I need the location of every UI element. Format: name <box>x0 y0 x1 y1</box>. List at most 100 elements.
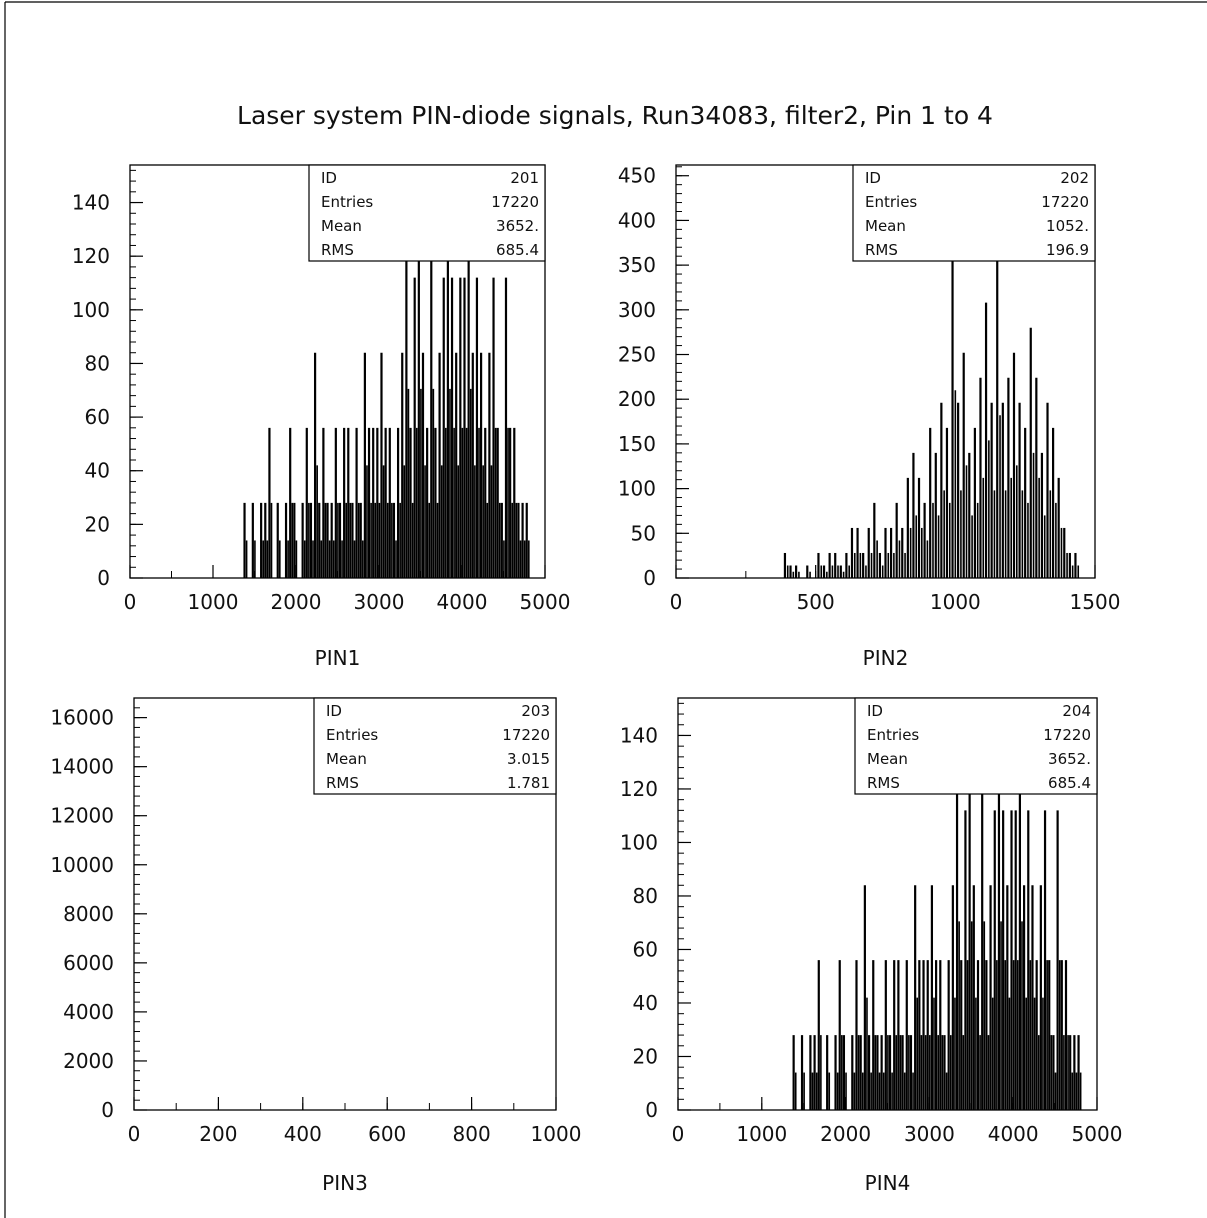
x-tick-label: 500 <box>797 590 835 614</box>
y-tick-label: 150 <box>618 432 656 456</box>
stats-value: 203 <box>521 702 550 720</box>
stats-label: RMS <box>326 774 359 792</box>
y-tick-label: 80 <box>85 351 110 375</box>
stats-label: Entries <box>865 193 917 211</box>
x-tick-label: 600 <box>368 1122 406 1146</box>
y-tick-label: 0 <box>645 1098 658 1122</box>
stats-value: 201 <box>510 169 539 187</box>
y-tick-label: 100 <box>72 298 110 322</box>
y-tick-label: 2000 <box>63 1049 114 1073</box>
x-tick-label: 4000 <box>988 1122 1039 1146</box>
histogram-panel-pin4: 0 20 40 60 80 100 120 140 0 1000 2000 3000 4000 5000 P… <box>620 697 1123 1195</box>
y-tick-label: 140 <box>620 723 658 747</box>
y-tick-label: 40 <box>633 991 658 1015</box>
stats-label: Entries <box>321 193 373 211</box>
y-tick-label: 8000 <box>63 902 114 926</box>
figure-title: Laser system PIN-diode signals, Run34083… <box>237 101 993 130</box>
y-tick-label: 120 <box>72 244 110 268</box>
x-tick-label: 0 <box>670 590 683 614</box>
stats-value: 3652. <box>1048 750 1091 768</box>
x-tick-label: 400 <box>284 1122 322 1146</box>
y-tick-label: 4000 <box>63 1000 114 1024</box>
y-tick-label: 450 <box>618 164 656 188</box>
stats-box <box>852 164 1096 262</box>
y-tick-label: 60 <box>633 937 658 961</box>
stats-label: ID <box>865 169 881 187</box>
stats-label: ID <box>321 169 337 187</box>
stats-label: ID <box>326 702 342 720</box>
y-tick-label: 100 <box>620 830 658 854</box>
x-tick-label: 5000 <box>1072 1122 1123 1146</box>
y-tick-label: 350 <box>618 253 656 277</box>
y-tick-label: 0 <box>643 566 656 590</box>
stats-value: 17220 <box>502 726 550 744</box>
stats-value: 685.4 <box>1048 774 1091 792</box>
x-tick-label: 2000 <box>820 1122 871 1146</box>
stats-label: RMS <box>321 241 354 259</box>
y-tick-label: 40 <box>85 459 110 483</box>
y-tick-label: 50 <box>631 521 656 545</box>
x-axis-label: PIN2 <box>863 646 909 670</box>
stats-box <box>313 697 557 795</box>
x-tick-label: 1000 <box>188 590 239 614</box>
y-tick-label: 300 <box>618 298 656 322</box>
x-tick-label: 4000 <box>437 590 488 614</box>
stats-value: 1.781 <box>507 774 550 792</box>
x-axis-label: PIN1 <box>315 646 361 670</box>
stats-value: 204 <box>1062 702 1091 720</box>
x-tick-label: 5000 <box>520 590 571 614</box>
stats-label: Mean <box>865 217 906 235</box>
y-tick-label: 10000 <box>50 853 114 877</box>
histogram-panel-pin1: 0 20 40 60 80 100 120 140 0 1000 2000 3000 4000 5000 P… <box>72 164 571 670</box>
stats-label: Mean <box>326 750 367 768</box>
y-tick-label: 20 <box>633 1044 658 1068</box>
y-tick-label: 20 <box>85 512 110 536</box>
stats-value: 3.015 <box>507 750 550 768</box>
x-axis-label: PIN3 <box>322 1171 368 1195</box>
y-tick-label: 100 <box>618 477 656 501</box>
y-tick-label: 250 <box>618 343 656 367</box>
x-tick-label: 1000 <box>736 1122 787 1146</box>
y-tick-label: 120 <box>620 777 658 801</box>
x-tick-label: 0 <box>128 1122 141 1146</box>
x-tick-label: 2000 <box>271 590 322 614</box>
y-tick-label: 12000 <box>50 804 114 828</box>
x-tick-label: 1000 <box>531 1122 582 1146</box>
y-tick-label: 400 <box>618 208 656 232</box>
y-tick-label: 6000 <box>63 951 114 975</box>
histogram-panel-pin2: 0 50 100 150 200 250 300 350 400 450 0 500 1000 1500 P… <box>618 164 1121 670</box>
stats-value: 685.4 <box>496 241 539 259</box>
y-tick-label: 200 <box>618 387 656 411</box>
x-tick-label: 800 <box>453 1122 491 1146</box>
y-tick-label: 0 <box>101 1098 114 1122</box>
y-tick-label: 14000 <box>50 755 114 779</box>
stats-value: 202 <box>1060 169 1089 187</box>
stats-box <box>854 697 1098 795</box>
x-tick-label: 0 <box>672 1122 685 1146</box>
y-tick-label: 16000 <box>50 706 114 730</box>
stats-value: 17220 <box>1043 726 1091 744</box>
stats-value: 17220 <box>1041 193 1089 211</box>
x-tick-label: 1500 <box>1070 590 1121 614</box>
stats-value: 3652. <box>496 217 539 235</box>
histogram-panel-pin3: 0 2000 4000 6000 8000 10000 12000 14000 16000 0 20… <box>50 697 582 1195</box>
stats-label: Mean <box>321 217 362 235</box>
y-tick-label: 140 <box>72 191 110 215</box>
stats-label: RMS <box>865 241 898 259</box>
stats-label: RMS <box>867 774 900 792</box>
stats-label: Entries <box>867 726 919 744</box>
stats-value: 17220 <box>491 193 539 211</box>
y-tick-label: 60 <box>85 405 110 429</box>
stats-box <box>308 164 546 262</box>
x-tick-label: 200 <box>199 1122 237 1146</box>
y-tick-label: 80 <box>633 884 658 908</box>
x-tick-label: 3000 <box>354 590 405 614</box>
x-tick-label: 0 <box>124 590 137 614</box>
x-axis-label: PIN4 <box>865 1171 911 1195</box>
x-tick-label: 1000 <box>930 590 981 614</box>
stats-value: 196.9 <box>1046 241 1089 259</box>
x-tick-label: 3000 <box>904 1122 955 1146</box>
stats-label: Entries <box>326 726 378 744</box>
stats-value: 1052. <box>1046 217 1089 235</box>
